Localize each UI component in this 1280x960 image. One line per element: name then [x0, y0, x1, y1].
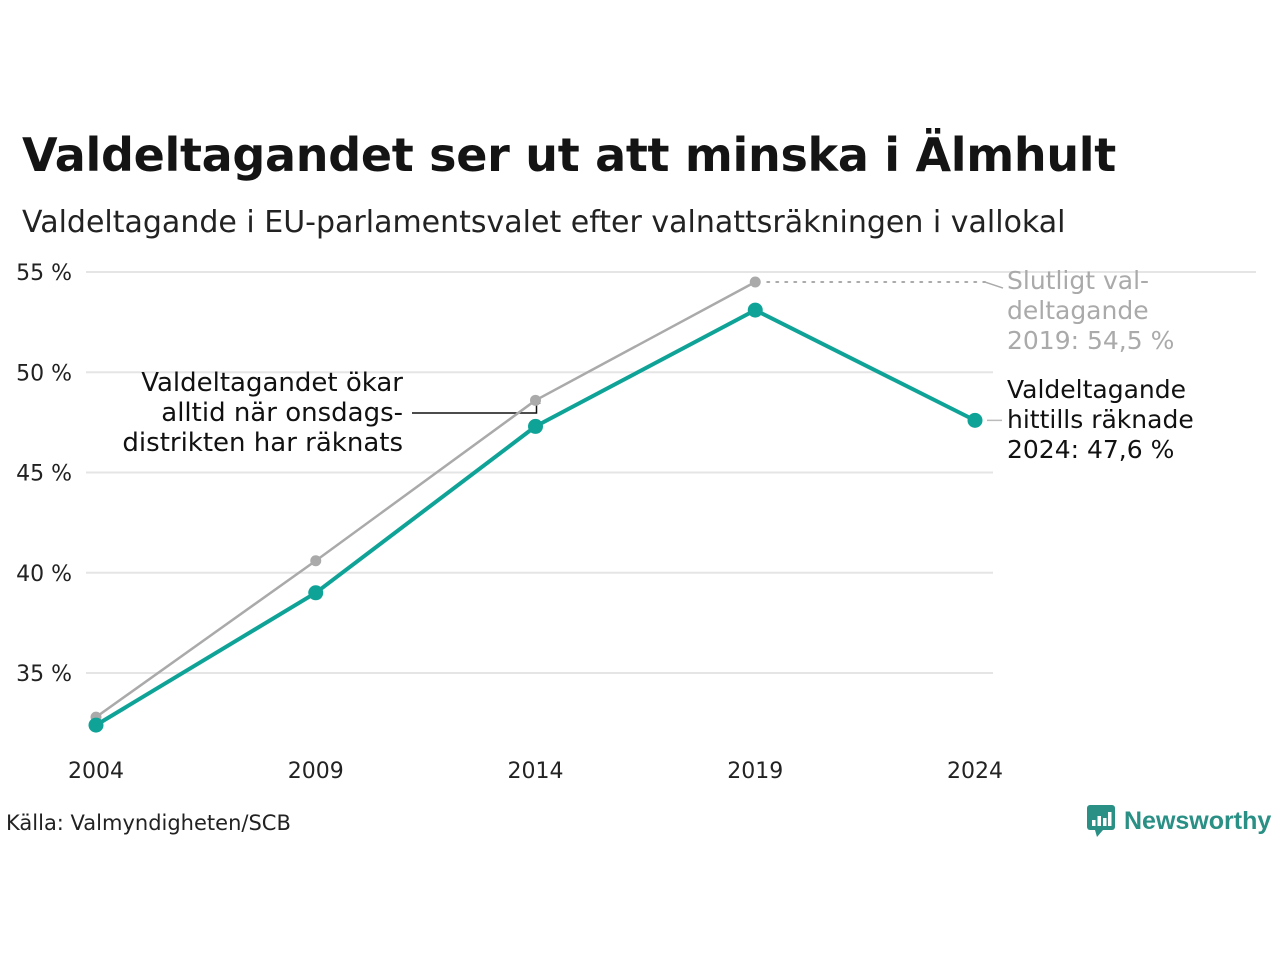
- current-annotation-line: hittills räknade: [1007, 405, 1194, 434]
- note-line: alltid när onsdags-: [161, 398, 403, 428]
- note-line: Valdeltagandet ökar: [141, 368, 403, 398]
- logo-chat-bar-icon: [1087, 805, 1115, 837]
- annotation-connectors: [412, 281, 1004, 422]
- data-points: [88, 276, 983, 733]
- final-leader-line: [984, 281, 1004, 289]
- grid-lines: [86, 271, 1256, 674]
- current-turnout-annotation: Valdeltagande hittills räknade 2024: 47,…: [1007, 375, 1194, 465]
- x-tick-label: 2014: [508, 759, 564, 784]
- final-turnout-point: [749, 276, 761, 288]
- note-arrow-line: [412, 402, 538, 414]
- x-tick-label: 2019: [727, 759, 783, 784]
- chart-title: Valdeltagandet ser ut att minska i Älmhu…: [22, 128, 1116, 182]
- preliminary-turnout-point: [308, 585, 324, 601]
- y-tick-label: 55 %: [16, 261, 72, 286]
- current-annotation-line: Valdeltagande: [1007, 375, 1187, 404]
- note-line: distrikten har räknats: [122, 428, 403, 458]
- source-text: Källa: Valmyndigheten/SCB: [6, 811, 291, 835]
- x-tick-label: 2009: [288, 759, 344, 784]
- y-tick-label: 50 %: [16, 361, 72, 386]
- y-tick-label: 40 %: [16, 562, 72, 587]
- final-turnout-annotation: Slutligt val- deltagande 2019: 54,5 %: [1007, 266, 1174, 356]
- final-annotation-line: Slutligt val-: [1007, 266, 1150, 295]
- y-tick-label: 35 %: [16, 662, 72, 687]
- final-turnout-point: [310, 555, 322, 567]
- y-axis-tick-labels: 35 % 40 % 45 % 50 % 55 %: [16, 261, 72, 687]
- preliminary-turnout-point: [967, 412, 983, 428]
- preliminary-turnout-point: [747, 302, 763, 318]
- final-annotation-line: deltagande: [1007, 296, 1149, 325]
- series-lines: [94, 280, 976, 727]
- x-axis-tick-labels: 2004 2009 2014 2019 2024: [68, 759, 1003, 784]
- y-tick-label: 45 %: [16, 462, 72, 487]
- chart-subtitle: Valdeltagande i EU-parlamentsvalet efter…: [22, 205, 1066, 240]
- final-turnout-point: [530, 394, 541, 406]
- final-annotation-line: 2019: 54,5 %: [1007, 326, 1175, 355]
- preliminary-turnout-point: [88, 717, 104, 733]
- wednesday-districts-note: Valdeltagandet ökar alltid när onsdags- …: [122, 368, 403, 458]
- x-tick-label: 2024: [947, 759, 1003, 784]
- newsworthy-logo[interactable]: Newsworthy: [1086, 804, 1271, 838]
- final-turnout-line: [95, 280, 756, 719]
- current-annotation-line: 2024: 47,6 %: [1007, 435, 1175, 464]
- preliminary-turnout-point: [528, 418, 543, 434]
- logo-text: Newsworthy: [1124, 806, 1272, 835]
- x-tick-label: 2004: [68, 759, 124, 784]
